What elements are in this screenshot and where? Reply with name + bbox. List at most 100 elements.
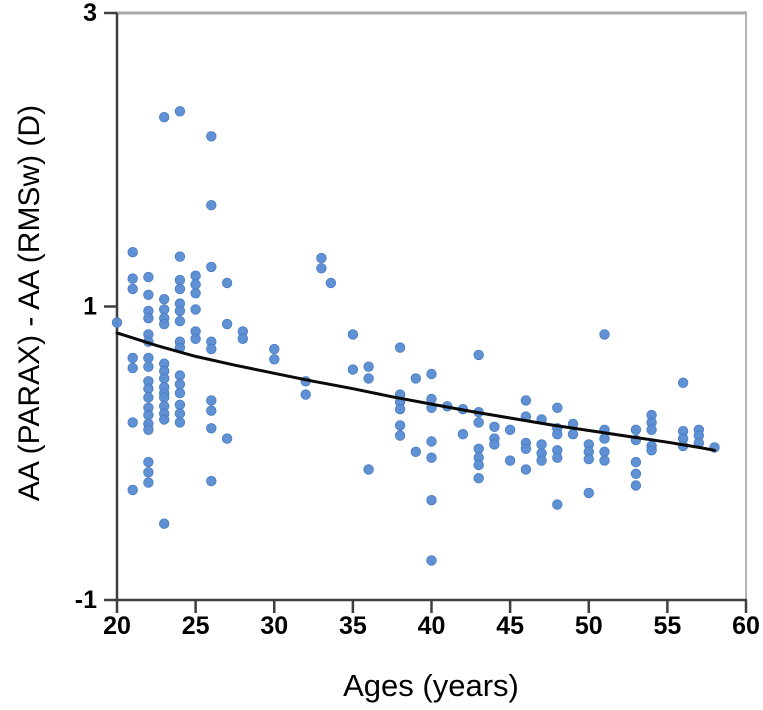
data-point xyxy=(206,343,217,355)
data-point xyxy=(143,409,154,421)
data-point xyxy=(127,283,138,295)
data-point xyxy=(143,361,154,372)
x-tick-label: 30 xyxy=(260,612,288,640)
data-point xyxy=(206,475,217,487)
data-point xyxy=(143,467,154,478)
data-point xyxy=(363,373,374,384)
data-point xyxy=(552,429,563,440)
data-point xyxy=(190,304,201,315)
data-point xyxy=(599,446,610,458)
data-point xyxy=(536,455,547,466)
data-point xyxy=(536,439,547,450)
data-point xyxy=(143,352,154,364)
data-point xyxy=(630,456,642,468)
data-point xyxy=(190,333,201,345)
data-point xyxy=(158,414,170,425)
y-tick-label: 1 xyxy=(83,293,97,321)
data-point xyxy=(143,383,154,394)
data-point xyxy=(520,395,532,406)
data-point xyxy=(316,263,327,274)
data-point xyxy=(190,279,201,290)
data-point xyxy=(158,111,170,123)
data-point xyxy=(174,379,186,390)
x-tick-label: 60 xyxy=(732,612,760,640)
data-point xyxy=(325,277,337,289)
data-point xyxy=(206,405,217,416)
data-point xyxy=(347,364,359,375)
data-point xyxy=(410,446,422,458)
data-point xyxy=(473,459,484,471)
x-tick-label: 20 xyxy=(103,612,131,640)
data-point xyxy=(143,456,154,468)
data-point xyxy=(394,342,406,353)
data-point xyxy=(426,495,437,506)
data-point xyxy=(143,477,154,488)
data-point xyxy=(489,421,500,433)
data-point xyxy=(394,420,406,431)
data-point xyxy=(426,436,437,447)
data-point xyxy=(206,261,217,273)
data-point xyxy=(174,316,186,327)
data-point xyxy=(646,424,657,436)
x-tick-label: 40 xyxy=(418,612,446,640)
data-point xyxy=(143,313,154,324)
data-point xyxy=(143,424,154,436)
data-point xyxy=(158,294,170,305)
data-point xyxy=(599,329,610,340)
data-point xyxy=(473,349,484,361)
data-point xyxy=(473,417,484,428)
data-point xyxy=(300,389,311,400)
data-point xyxy=(237,333,249,345)
data-point xyxy=(520,443,532,455)
data-point xyxy=(174,387,186,399)
data-point xyxy=(174,106,186,117)
data-point xyxy=(269,354,280,365)
data-point xyxy=(457,429,469,440)
data-point xyxy=(206,131,217,142)
data-point xyxy=(158,392,170,403)
data-point xyxy=(174,408,186,419)
data-point xyxy=(206,199,217,211)
data-point xyxy=(583,453,595,465)
data-point xyxy=(410,373,422,384)
data-point xyxy=(316,252,327,264)
x-tick-label: 35 xyxy=(339,612,367,640)
data-point xyxy=(426,452,437,463)
data-point xyxy=(111,317,123,328)
data-point xyxy=(127,484,138,496)
y-tick-label: -1 xyxy=(75,586,97,614)
data-point xyxy=(583,487,595,499)
data-point xyxy=(190,288,201,299)
x-tick-label: 45 xyxy=(496,612,524,640)
data-point xyxy=(677,377,689,389)
data-point xyxy=(143,392,154,403)
data-point xyxy=(221,277,233,289)
data-point xyxy=(174,417,186,428)
data-point xyxy=(206,423,217,434)
data-point xyxy=(567,429,579,440)
data-point xyxy=(426,555,437,566)
data-point xyxy=(190,270,201,281)
data-point xyxy=(394,430,406,441)
data-point xyxy=(489,439,500,450)
data-point xyxy=(552,499,563,510)
data-point xyxy=(174,274,186,286)
data-point xyxy=(221,433,233,444)
data-point xyxy=(174,370,186,381)
data-point xyxy=(599,455,610,466)
data-point xyxy=(363,361,374,372)
data-point xyxy=(394,404,406,415)
data-point xyxy=(127,273,138,284)
data-point xyxy=(630,424,642,436)
data-point xyxy=(158,318,170,330)
data-point xyxy=(127,352,138,364)
x-axis-title: Ages (years) xyxy=(343,668,519,703)
data-point xyxy=(127,246,138,258)
data-point xyxy=(426,368,437,380)
data-point xyxy=(504,424,516,436)
data-point xyxy=(127,362,138,374)
x-tick-label: 25 xyxy=(182,612,210,640)
data-point xyxy=(158,373,170,384)
